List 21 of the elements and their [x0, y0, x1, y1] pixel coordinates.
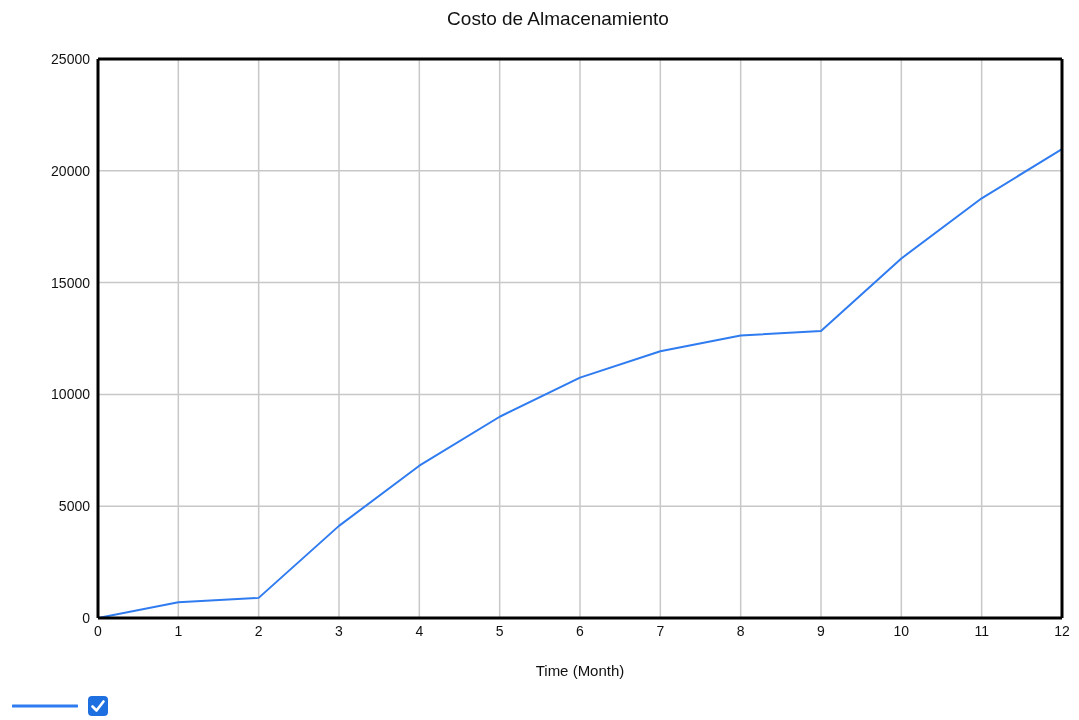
x-tick-label: 3: [335, 622, 344, 639]
x-tick-label: 2: [254, 622, 263, 639]
x-tick-label: 0: [94, 622, 103, 639]
x-tick-label: 11: [974, 622, 990, 639]
x-axis-title: Time (Month): [535, 662, 625, 679]
x-tick-label: 10: [893, 622, 910, 639]
x-tick-label: 1: [174, 622, 183, 639]
y-tick-label: 20000: [51, 162, 91, 179]
chart-title: Costo de Almacenamiento: [446, 8, 670, 30]
y-tick-label: 25000: [51, 50, 91, 67]
x-tick-label: 4: [415, 622, 424, 639]
x-tick-label: 8: [736, 622, 745, 639]
x-tick-label: 6: [576, 622, 585, 639]
y-tick-label: 15000: [51, 274, 91, 291]
y-tick-label: 0: [82, 609, 91, 626]
x-tick-label: 12: [1054, 622, 1070, 639]
y-tick-label: 10000: [51, 386, 91, 403]
x-tick-label: 7: [656, 622, 665, 639]
x-tick-label: 9: [817, 622, 826, 639]
y-tick-label: 5000: [58, 498, 91, 515]
x-tick-label: 5: [495, 622, 504, 639]
